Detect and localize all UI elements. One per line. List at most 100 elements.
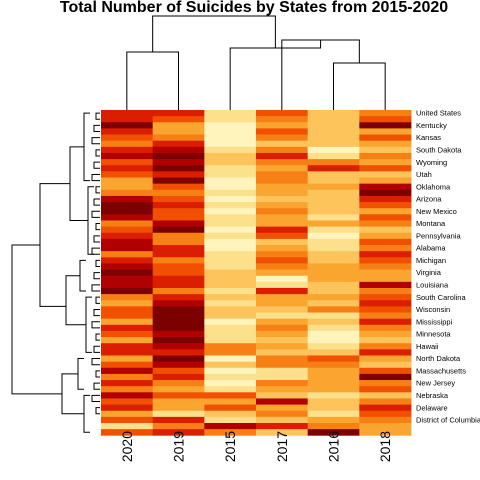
heatmap-cell [307, 177, 360, 185]
dendrogram-branch [69, 146, 88, 221]
dendrogram-branch [91, 210, 100, 218]
heatmap-cell [359, 245, 412, 252]
heatmap-cell [152, 429, 205, 436]
heatmap-cell [152, 122, 205, 129]
heatmap-cell [204, 152, 257, 160]
heatmap-cell [101, 220, 154, 228]
heatmap-cell [256, 177, 309, 185]
dendrogram-branch [93, 308, 100, 317]
heatmap-cell [307, 349, 360, 356]
heatmap-cell [256, 343, 309, 350]
heatmap-cell [307, 183, 360, 191]
row-labels: United States Kentucky Kansas South Dakota W… [416, 109, 480, 425]
heatmap-cell [101, 281, 154, 289]
row-label: Virginia [416, 268, 442, 277]
heatmap-cell [152, 195, 205, 203]
heatmap-cell [101, 300, 154, 307]
heatmap-cell [256, 159, 309, 166]
heatmap-cell [307, 416, 360, 424]
heatmap-cell [359, 146, 412, 154]
heatmap-cell [101, 392, 154, 399]
heatmap-cell [256, 152, 309, 160]
heatmap-cell [359, 116, 412, 123]
dendrogram-branch [85, 296, 92, 353]
dendrogram-branch [281, 39, 360, 110]
column-label: 2018 [377, 431, 393, 462]
row-label: Kansas [416, 133, 441, 142]
heatmap-cell [359, 152, 412, 160]
heatmap-cell [101, 355, 154, 363]
chart-title: Total Number of Suicides by States from … [60, 0, 448, 16]
heatmap-cell [101, 269, 154, 277]
heatmap-cell [152, 318, 205, 326]
heatmap-cell [256, 128, 309, 135]
dendrogram-branch [95, 112, 100, 120]
heatmap-cell [204, 404, 257, 412]
heatmap-cell [256, 355, 309, 363]
heatmap-cell [307, 337, 360, 344]
heatmap-cell [359, 275, 412, 283]
heatmap-cell [256, 140, 309, 148]
heatmap-cell [204, 134, 257, 142]
heatmap-cell [359, 208, 412, 215]
heatmap-cell [307, 429, 360, 436]
dendrogram-branch [95, 296, 100, 304]
heatmap-cell [256, 306, 309, 313]
heatmap-cell [256, 300, 309, 307]
heatmap-cell [256, 281, 309, 289]
heatmap-cell [204, 337, 257, 344]
row-label: Louisiana [416, 281, 449, 290]
heatmap-cell [101, 195, 154, 203]
heatmap-cell [152, 423, 205, 430]
heatmap-cell [101, 380, 154, 387]
heatmap-cell [307, 202, 360, 209]
row-label: Pennsylvania [416, 231, 461, 240]
heatmap-cell [359, 281, 412, 289]
column-dendrogram [126, 15, 386, 110]
heatmap-cell [256, 110, 309, 117]
heatmap-cell [256, 392, 309, 399]
heatmap-cell [256, 116, 309, 123]
heatmap-cell [152, 171, 205, 178]
heatmap-cell [101, 257, 154, 264]
column-labels: 2020 2019 2015 2017 2016 2018 [119, 431, 393, 462]
heatmap-cell [307, 398, 360, 405]
heatmap-cell [256, 195, 309, 203]
heatmap-cell [101, 416, 154, 424]
heatmap-cell [101, 238, 154, 246]
heatmap-cell [152, 392, 205, 399]
heatmap-cell [256, 171, 309, 178]
heatmap-cell [204, 281, 257, 289]
heatmap-cell [256, 380, 309, 387]
row-label: Minnesota [416, 330, 451, 339]
heatmap-cell [359, 423, 412, 430]
heatmap-cell [256, 330, 309, 338]
heatmap-cell [256, 165, 309, 172]
heatmap-cell [359, 159, 412, 166]
dendrogram-branch [91, 284, 100, 292]
heatmap-cell [256, 312, 309, 320]
row-label: Nebraska [416, 391, 449, 400]
heatmap-cell [101, 226, 154, 234]
heatmap-cell [204, 380, 257, 387]
row-label: Kentucky [416, 121, 447, 130]
heatmap-cell [152, 177, 205, 185]
heatmap-cell [204, 226, 257, 234]
heatmap-cell [204, 140, 257, 148]
heatmap-cell [101, 152, 154, 160]
heatmap-cell [204, 312, 257, 320]
dendrogram-branch [83, 112, 90, 182]
heatmap-cell [307, 152, 360, 160]
heatmap-cell [101, 263, 154, 270]
heatmap-cell [307, 110, 360, 117]
heatmap-cell [101, 189, 154, 197]
dendrogram-branch [93, 161, 100, 169]
heatmap-cell [256, 146, 309, 154]
heatmap-cell [152, 263, 205, 270]
heatmap-cell [359, 177, 412, 185]
heatmap-cell [204, 349, 257, 356]
dendrogram-branch [61, 373, 84, 415]
row-label: New Mexico [416, 207, 457, 216]
dendrogram-branch [91, 321, 100, 329]
